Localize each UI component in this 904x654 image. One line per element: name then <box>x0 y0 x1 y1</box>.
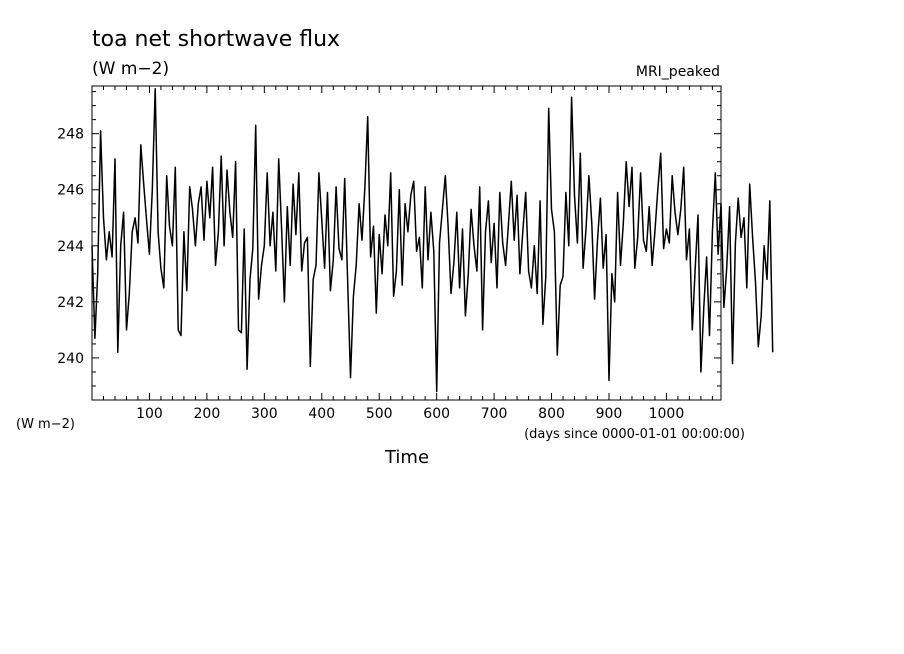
x-tick-label: 900 <box>596 406 623 422</box>
title-units: (W m−2) <box>92 59 169 79</box>
x-tick-label: 100 <box>136 406 163 422</box>
chart-title: toa net shortwave flux <box>92 27 340 52</box>
y-tick-label: 242 <box>57 295 84 311</box>
x-tick-labels: 100 200 300 400 500 600 700 800 900 1000 <box>136 406 684 422</box>
y-tick-label: 240 <box>57 351 84 367</box>
x-tick-label: 700 <box>481 406 508 422</box>
x-tick-label: 300 <box>251 406 278 422</box>
x-tick-label: 200 <box>194 406 221 422</box>
x-tick-label: 400 <box>308 406 335 422</box>
x-tick-label: 800 <box>538 406 565 422</box>
y-axis-units: (W m−2) <box>16 417 75 432</box>
plot-frame <box>91 85 722 401</box>
x-axis-label: Time <box>384 447 429 468</box>
y-tick-label: 248 <box>57 127 84 143</box>
model-label: MRI_peaked <box>636 64 720 80</box>
y-tick-labels: 240 242 244 246 248 <box>57 127 84 367</box>
x-tick-label: 1000 <box>649 406 685 422</box>
x-tick-label: 600 <box>423 406 450 422</box>
series-line <box>91 88 774 393</box>
y-tick-label: 246 <box>57 183 84 199</box>
x-tick-label: 500 <box>366 406 393 422</box>
x-axis-units: (days since 0000-01-01 00:00:00) <box>524 427 745 442</box>
axis-ticks <box>92 86 721 401</box>
y-tick-label: 244 <box>57 239 84 255</box>
